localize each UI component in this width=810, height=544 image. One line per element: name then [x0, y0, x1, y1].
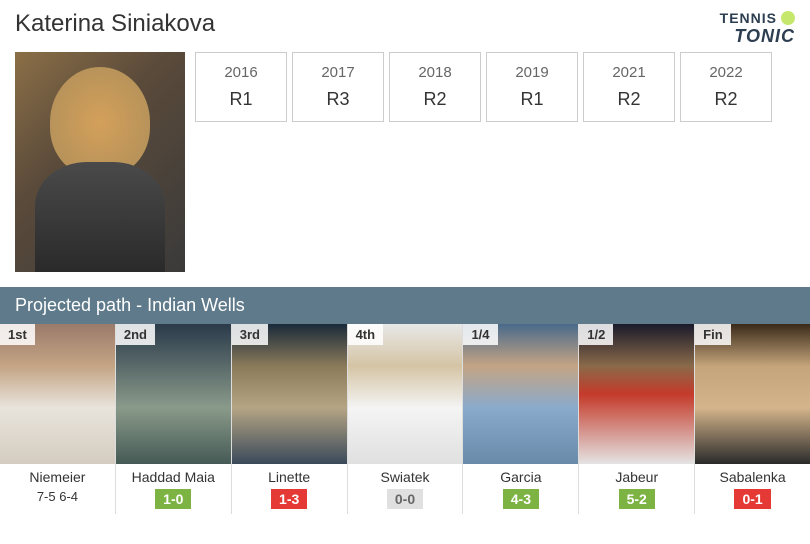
- opponent-round: 4th: [348, 324, 384, 345]
- history-result: R2: [714, 89, 737, 110]
- opponent-name: Linette: [237, 469, 342, 485]
- opponent-round: 2nd: [116, 324, 155, 345]
- tennis-ball-icon: [781, 11, 795, 25]
- history-year-box: 2018 R2: [389, 52, 481, 122]
- opponent-name: Sabalenka: [700, 469, 805, 485]
- logo-text-bottom: TONIC: [720, 26, 795, 47]
- opponent-card: Fin Sabalenka 0-1: [695, 324, 810, 514]
- history-year-box: 2017 R3: [292, 52, 384, 122]
- opponent-info: Garcia 4-3: [463, 464, 578, 514]
- opponent-photo-bg: [116, 324, 231, 464]
- history-year-box: 2016 R1: [195, 52, 287, 122]
- history-boxes: 2016 R1 2017 R3 2018 R2 2019 R1 2021 R2 2022 R2: [195, 52, 772, 272]
- opponent-info: Jabeur 5-2: [579, 464, 694, 514]
- opponent-card: 3rd Linette 1-3: [232, 324, 348, 514]
- player-photo: [15, 52, 185, 272]
- opponent-name: Jabeur: [584, 469, 689, 485]
- opponent-h2h: 1-0: [155, 489, 191, 509]
- opponent-h2h: 0-0: [387, 489, 423, 509]
- history-year: 2017: [321, 64, 354, 81]
- history-result: R1: [520, 89, 543, 110]
- opponent-score: 7-5 6-4: [5, 489, 110, 504]
- opponent-photo-bg: [695, 324, 810, 464]
- top-section: 2016 R1 2017 R3 2018 R2 2019 R1 2021 R2 2022 R2: [0, 52, 810, 272]
- history-result: R2: [423, 89, 446, 110]
- opponent-info: Linette 1-3: [232, 464, 347, 514]
- opponent-photo-bg: [463, 324, 578, 464]
- opponent-photo: [116, 324, 231, 464]
- history-year-box: 2019 R1: [486, 52, 578, 122]
- opponent-h2h: 5-2: [619, 489, 655, 509]
- opponent-photo: [348, 324, 463, 464]
- opponent-photo-bg: [348, 324, 463, 464]
- history-result: R3: [326, 89, 349, 110]
- history-year: 2016: [224, 64, 257, 81]
- opponent-round: 1st: [0, 324, 35, 345]
- opponent-card: 1/4 Garcia 4-3: [463, 324, 579, 514]
- opponent-round: 3rd: [232, 324, 268, 345]
- projected-path-header: Projected path - Indian Wells: [0, 287, 810, 324]
- opponent-photo: [463, 324, 578, 464]
- opponent-h2h: 0-1: [734, 489, 770, 509]
- history-year: 2021: [612, 64, 645, 81]
- opponents-section: 1st Niemeier 7-5 6-4 2nd Haddad Maia 1-0 3rd Li…: [0, 324, 810, 514]
- logo-text-top: TENNIS: [720, 10, 777, 26]
- opponent-photo: [579, 324, 694, 464]
- player-name: Katerina Siniakova: [15, 10, 215, 38]
- history-year-box: 2021 R2: [583, 52, 675, 122]
- opponent-card: 4th Swiatek 0-0: [348, 324, 464, 514]
- opponent-card: 1/2 Jabeur 5-2: [579, 324, 695, 514]
- history-result: R2: [617, 89, 640, 110]
- history-year: 2022: [709, 64, 742, 81]
- opponent-card: 1st Niemeier 7-5 6-4: [0, 324, 116, 514]
- opponent-name: Niemeier: [5, 469, 110, 485]
- opponent-name: Garcia: [468, 469, 573, 485]
- opponent-photo-bg: [232, 324, 347, 464]
- history-year-box: 2022 R2: [680, 52, 772, 122]
- opponent-card: 2nd Haddad Maia 1-0: [116, 324, 232, 514]
- opponent-info: Niemeier 7-5 6-4: [0, 464, 115, 509]
- opponent-h2h: 4-3: [503, 489, 539, 509]
- opponent-photo-bg: [579, 324, 694, 464]
- opponent-round: Fin: [695, 324, 731, 345]
- opponent-info: Swiatek 0-0: [348, 464, 463, 514]
- opponent-name: Haddad Maia: [121, 469, 226, 485]
- opponent-photo: [0, 324, 115, 464]
- opponent-info: Haddad Maia 1-0: [116, 464, 231, 514]
- history-result: R1: [229, 89, 252, 110]
- opponent-photo: [232, 324, 347, 464]
- opponent-round: 1/2: [579, 324, 613, 345]
- header: Katerina Siniakova TENNIS TONIC: [0, 0, 810, 52]
- opponent-h2h: 1-3: [271, 489, 307, 509]
- history-year: 2018: [418, 64, 451, 81]
- opponent-photo-bg: [0, 324, 115, 464]
- site-logo: TENNIS TONIC: [720, 10, 795, 47]
- history-year: 2019: [515, 64, 548, 81]
- opponent-name: Swiatek: [353, 469, 458, 485]
- opponent-info: Sabalenka 0-1: [695, 464, 810, 514]
- opponent-round: 1/4: [463, 324, 497, 345]
- opponent-photo: [695, 324, 810, 464]
